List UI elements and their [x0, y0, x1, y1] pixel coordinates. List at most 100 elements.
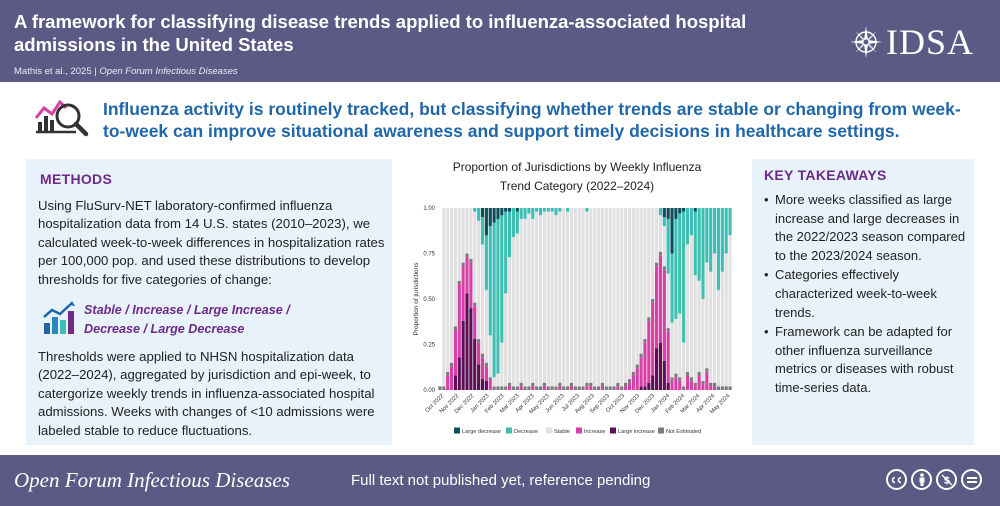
bar-segment — [446, 208, 450, 372]
bar-segment — [643, 208, 647, 340]
bar-segment — [577, 208, 581, 387]
cc-icon — [886, 469, 907, 490]
bar-segment — [566, 208, 570, 212]
bar-segment — [504, 211, 508, 294]
bar-segment — [674, 208, 678, 219]
bar-segment — [457, 284, 461, 358]
bar-segment — [658, 251, 663, 256]
bar-segment — [666, 218, 670, 274]
idsa-logo: IDSA — [846, 22, 974, 62]
bar-segment — [453, 375, 457, 390]
bar-segment — [542, 211, 546, 383]
bar-segment — [527, 208, 531, 214]
legend-label: Decrease — [514, 429, 538, 435]
bar-segment — [697, 208, 701, 281]
bar-segment — [484, 289, 488, 363]
bar-segment — [542, 386, 546, 390]
legend-label: Stable — [554, 429, 570, 435]
bar-segment — [566, 211, 570, 387]
bar-segment — [546, 386, 550, 390]
methods-panel: METHODS Using FluSurv-NET laboratory-con… — [26, 159, 392, 445]
bar-segment — [577, 386, 581, 390]
bar-segment — [647, 317, 651, 321]
legend-label: Large decrease — [462, 429, 501, 435]
bar-segment — [473, 208, 477, 212]
bar-segment — [709, 208, 713, 272]
trend-categories: Stable / Increase / Large Increase / Dec… — [84, 301, 384, 339]
bar-segment — [685, 371, 690, 376]
bar-segment — [713, 386, 717, 390]
bar-segment — [453, 208, 457, 327]
bar-segment — [519, 386, 523, 390]
bar-segment — [616, 208, 620, 383]
bar-segment — [515, 208, 519, 212]
citation-journal: Open Forum Infectious Diseases — [99, 66, 238, 77]
bar-segment — [573, 208, 577, 387]
bar-segment — [639, 357, 643, 387]
bar-segment — [484, 366, 488, 381]
bar-segment — [593, 208, 597, 387]
bar-segment — [728, 208, 732, 236]
takeaway-item: Framework can be adapted for other influ… — [764, 323, 970, 397]
y-axis-label: Proportion of jurisdictions — [413, 262, 420, 336]
noncommercial-icon: $ — [936, 469, 957, 490]
bar-segment — [635, 364, 639, 369]
bar-segment — [507, 208, 512, 212]
bar-segment — [682, 208, 686, 212]
bar-segment — [453, 329, 457, 376]
bar-segment — [546, 211, 550, 387]
bar-segment — [701, 299, 705, 381]
bar-segment — [523, 218, 527, 387]
bar-segment — [674, 319, 678, 374]
bar-segment — [515, 233, 519, 387]
bar-segment — [569, 382, 574, 387]
bar-segment — [473, 302, 477, 307]
bar-segment — [604, 208, 608, 387]
bar-segment — [608, 386, 612, 390]
authors: Mathis et al., 2025 — [14, 66, 92, 77]
bar-segment — [705, 262, 709, 369]
bar-segment — [469, 208, 473, 259]
bar-segment — [504, 293, 508, 387]
legend-label: Large increase — [618, 429, 655, 435]
bar-segment — [542, 208, 546, 212]
bar-segment — [589, 386, 593, 390]
bar-segment — [480, 353, 485, 358]
bar-segment — [461, 208, 465, 263]
bar-segment — [480, 244, 485, 354]
bar-segment — [654, 262, 659, 267]
bar-segment — [670, 377, 674, 381]
bar-segment — [496, 386, 500, 390]
bar-segment — [631, 208, 635, 372]
bar-segment — [519, 208, 523, 219]
methods-title: METHODS — [40, 171, 113, 187]
takeaways-title: KEY TAKEAWAYS — [764, 167, 887, 183]
bar-segment — [531, 208, 535, 219]
bar-segment — [662, 269, 666, 361]
bar-segment — [496, 373, 500, 387]
bar-segment — [500, 386, 504, 390]
bar-segment — [480, 217, 485, 245]
bar-segment — [527, 213, 531, 387]
bar-segment — [685, 244, 690, 372]
license-icons: $ — [886, 469, 982, 490]
bar-segment — [697, 280, 701, 372]
bar-segment — [484, 208, 488, 236]
bar-segment — [473, 306, 477, 340]
legend-label: Increase — [584, 429, 605, 435]
takeaway-item: More weeks classified as large increase … — [764, 191, 970, 265]
methods-paragraph-1: Using FluSurv-NET laboratory-confirmed i… — [38, 198, 385, 287]
header-banner: A framework for classifying disease tren… — [0, 0, 1000, 82]
bar-segment — [500, 208, 504, 216]
bar-segment — [643, 342, 647, 387]
bar-segment — [728, 386, 732, 390]
bar-segment — [670, 208, 674, 254]
bar-segment — [713, 208, 717, 254]
bar-segment — [600, 386, 604, 390]
bar-segment — [519, 218, 523, 383]
bar-segment — [728, 235, 732, 387]
bar-segment — [685, 375, 690, 390]
bar-segment — [662, 208, 666, 218]
bar-segment — [469, 262, 473, 309]
bar-segment — [507, 211, 512, 258]
